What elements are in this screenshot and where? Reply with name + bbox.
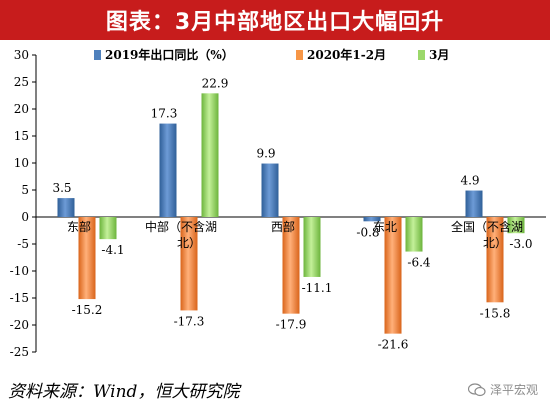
data-label: -15.8	[480, 306, 511, 320]
bar	[486, 217, 504, 303]
legend-swatch	[418, 50, 425, 60]
watermark-text: 泽平宏观	[489, 383, 538, 397]
bar	[363, 217, 381, 222]
watermark: 泽平宏观	[467, 381, 538, 398]
category-label: 中部（不含湖北）	[145, 219, 217, 250]
y-tick-label: 15	[14, 129, 29, 143]
bar	[78, 217, 96, 300]
data-label: -15.2	[72, 303, 103, 317]
data-label: 9.9	[256, 147, 275, 161]
y-tick-label: -10	[10, 264, 29, 278]
data-label: 22.9	[202, 76, 229, 90]
category-labels: 东部 中部（不含湖北） 西部 东北 全国（不含湖北）	[67, 219, 523, 250]
data-label: -17.9	[276, 318, 307, 332]
data-label: 17.3	[151, 107, 178, 121]
category-label: 东部	[67, 219, 91, 234]
bar	[261, 163, 279, 217]
y-tick-label: -20	[10, 318, 29, 332]
bar	[303, 217, 321, 277]
bar	[159, 123, 177, 217]
data-labels: 3.5 -15.2 -4.1 17.3 -17.3 22.9 9.9 -17.9 -11.1 -0…	[52, 76, 532, 351]
data-label: -21.6	[378, 338, 409, 352]
y-tick-label: 20	[14, 102, 29, 116]
bar	[201, 93, 219, 217]
bar	[57, 198, 75, 217]
chat-bubble-icon	[467, 382, 486, 396]
source-note: 资料来源：Wind，恒大研究院	[8, 382, 240, 402]
category-label: 全国（不含湖北）	[451, 219, 523, 250]
y-tick-label: -25	[10, 345, 29, 359]
data-label: -4.1	[101, 243, 124, 257]
data-label: 4.9	[460, 174, 479, 188]
bar	[282, 217, 300, 314]
legend-label: 2020年1-2月	[307, 47, 386, 62]
bar	[180, 217, 198, 311]
data-label: -11.1	[302, 281, 333, 295]
y-tick-label: 30	[14, 48, 29, 62]
legend-swatch	[94, 50, 101, 60]
legend-swatch	[296, 50, 303, 60]
data-label: -3.0	[509, 237, 532, 251]
bar	[465, 190, 483, 217]
y-tick-label: 0	[21, 210, 29, 224]
data-label: -6.4	[407, 256, 431, 270]
data-label: -0.8	[356, 225, 379, 239]
chart-title: 图表：3月中部地区出口大幅回升	[0, 0, 550, 40]
data-label: -17.3	[174, 314, 205, 328]
legend-label: 3月	[429, 48, 449, 62]
bar	[99, 217, 117, 240]
y-tick-label: 25	[14, 75, 29, 89]
category-label: 东北	[373, 220, 397, 234]
y-tick-label: -5	[17, 237, 29, 251]
bar-chart: 2019年出口同比（%） 2020年1-2月 3月 -25 -20 -15 -10 -5 0 5…	[10, 47, 546, 359]
category-label: 西部	[271, 219, 295, 234]
legend: 2019年出口同比（%） 2020年1-2月 3月	[94, 47, 449, 62]
bar	[405, 217, 423, 252]
legend-label: 2019年出口同比（%）	[105, 47, 234, 62]
y-tick-label: -15	[10, 291, 29, 305]
bar	[384, 217, 402, 334]
bars	[57, 93, 525, 334]
bar	[507, 217, 525, 234]
y-tick-label: 5	[21, 183, 29, 197]
y-tick-label: 10	[14, 156, 29, 170]
data-label: 3.5	[52, 181, 71, 195]
